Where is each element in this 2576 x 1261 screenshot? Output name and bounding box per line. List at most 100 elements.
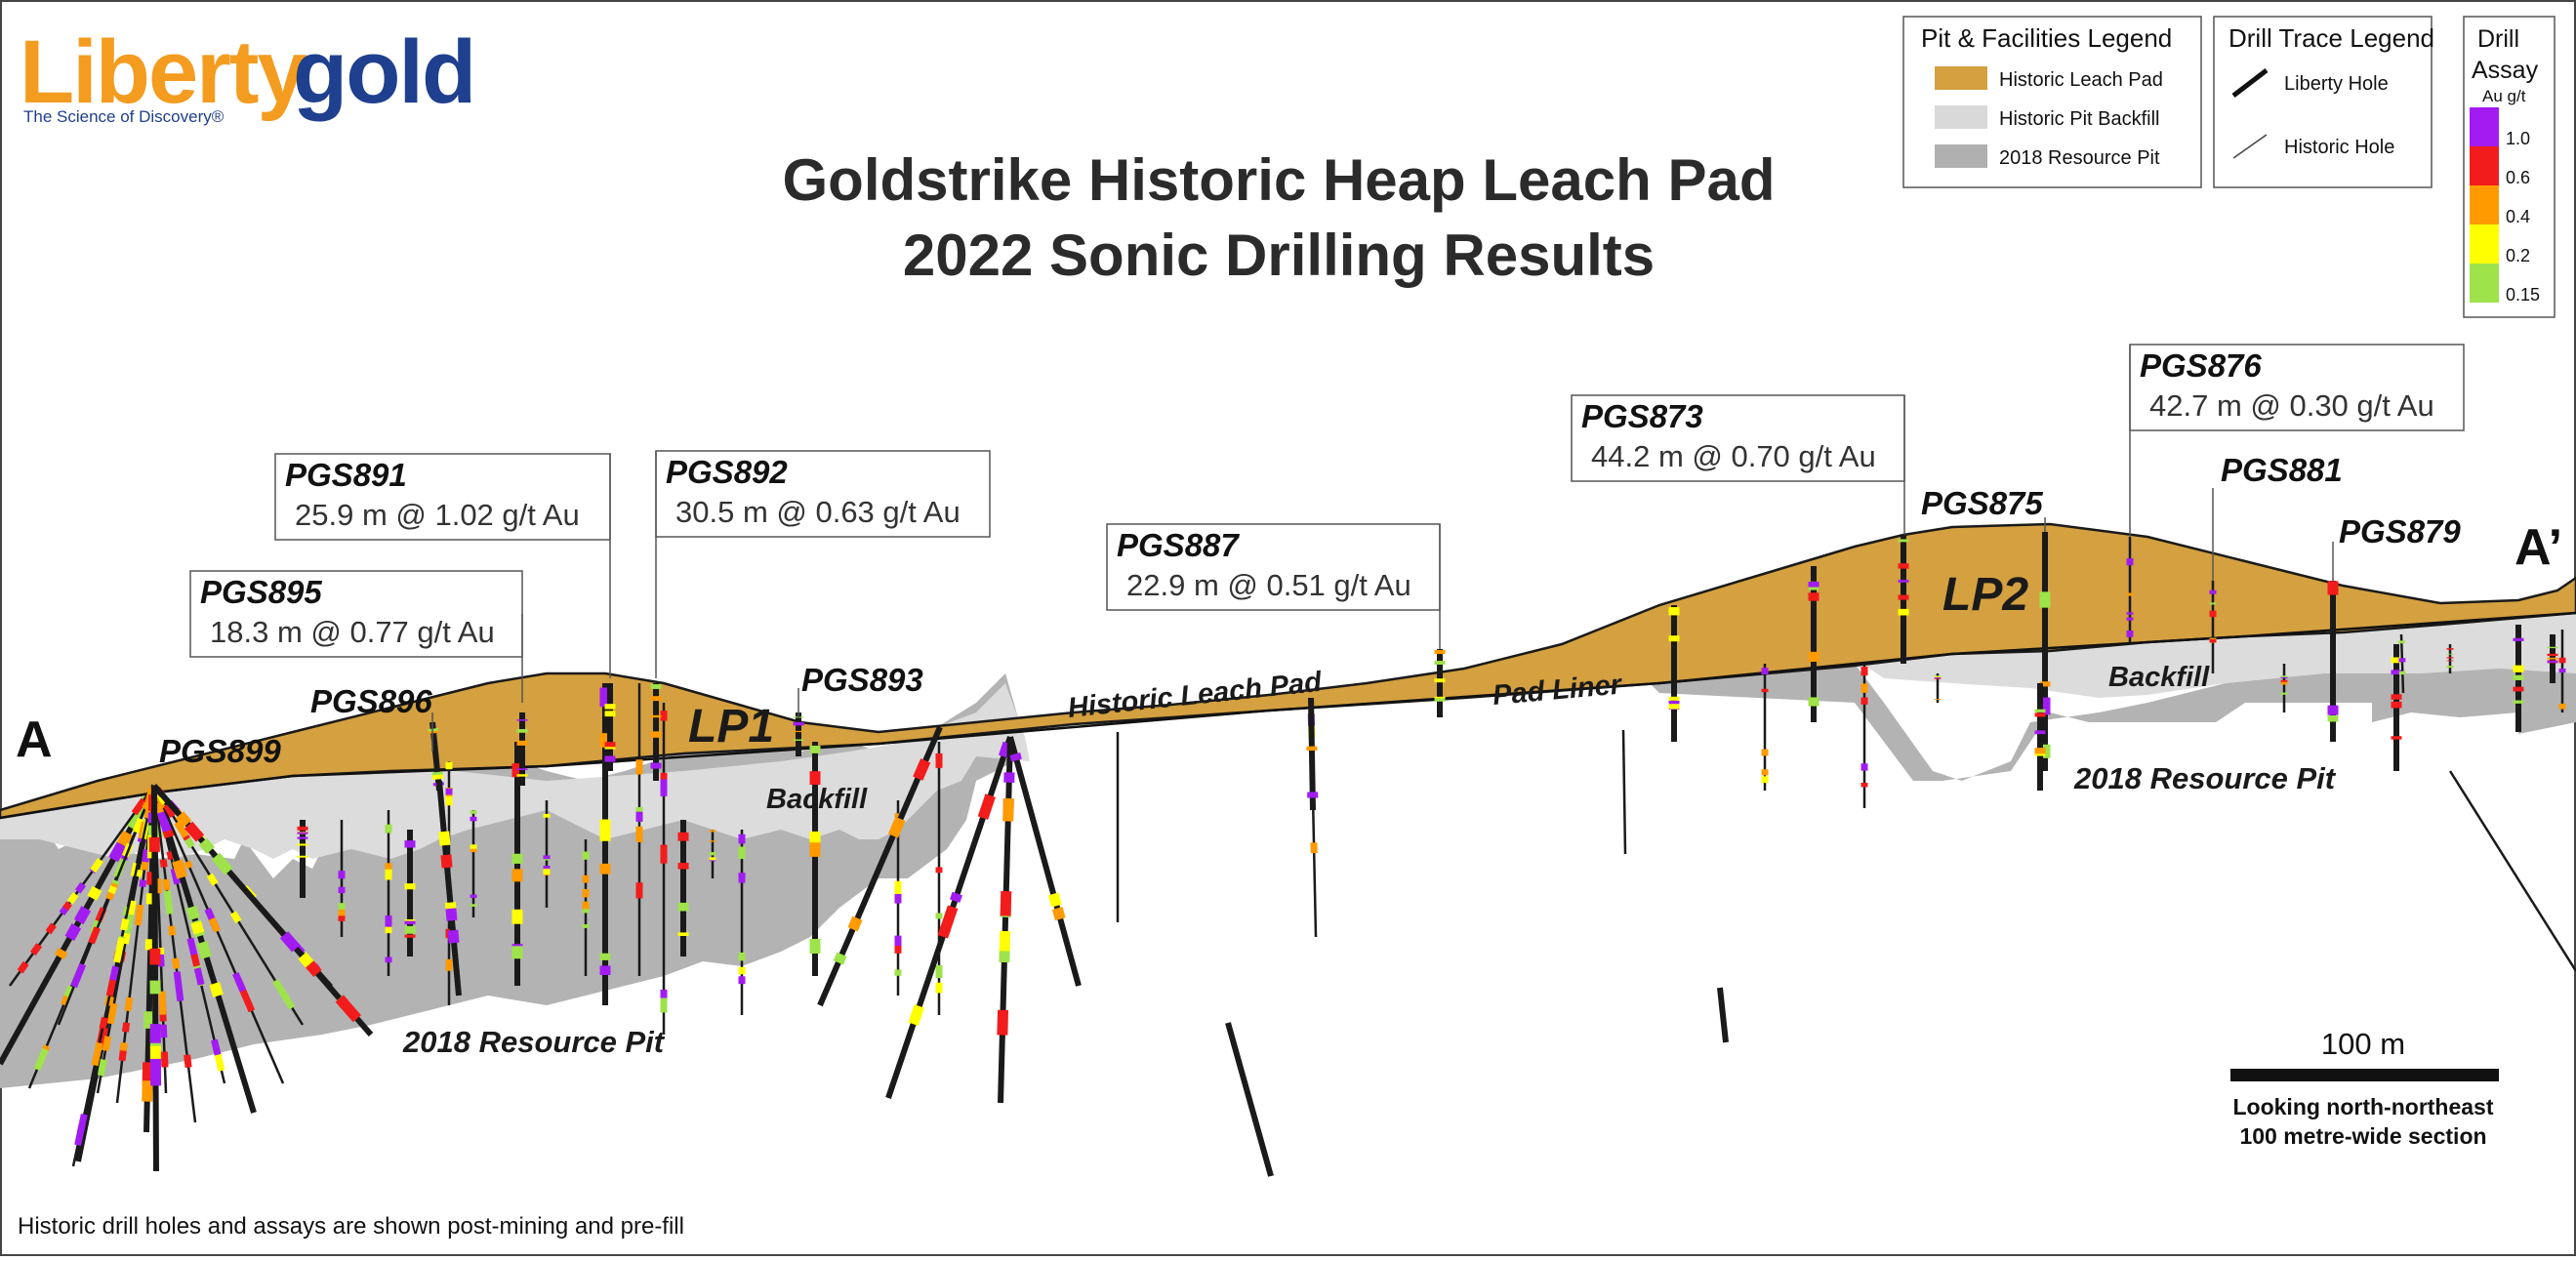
assay-interval	[450, 903, 451, 910]
assay-interval	[451, 909, 452, 920]
assay-interval	[914, 1006, 920, 1024]
hole-id-pgs891: PGS891	[285, 457, 407, 493]
label-resource-pit-left: 2018 Resource Pit	[402, 1025, 666, 1059]
assay-threshold-label: 0.6	[2506, 168, 2530, 187]
assay-interval	[176, 958, 177, 969]
assay-interval	[838, 955, 842, 963]
assay-interval	[138, 870, 139, 876]
assay-interval	[177, 972, 179, 988]
assay-interval	[105, 1037, 108, 1051]
logo-word-gold: gold	[293, 22, 474, 122]
assay-interval	[233, 913, 239, 921]
assay-interval	[60, 951, 63, 957]
assay-interval	[1005, 891, 1006, 915]
hole-id-pgs887: PGS887	[1117, 527, 1240, 563]
hole-id-pgs873: PGS873	[1581, 398, 1703, 434]
hole-id-pgs893: PGS893	[801, 662, 923, 698]
assay-threshold-label: 1.0	[2506, 129, 2530, 148]
assay-interval	[164, 1052, 165, 1068]
assay-interval	[79, 909, 87, 922]
assay-swatch	[2470, 185, 2499, 224]
assay-interval	[180, 815, 187, 824]
assay-interval	[113, 844, 121, 859]
assay-swatch	[2470, 224, 2499, 264]
assay-interval	[1008, 798, 1009, 822]
title-line-2: 2022 Sonic Drilling Results	[903, 223, 1655, 288]
assay-interval	[177, 861, 182, 877]
assay-interval	[110, 1003, 114, 1024]
hole-id-pgs892: PGS892	[666, 454, 788, 490]
hole-result-pgs873: 44.2 m @ 0.70 g/t Au	[1591, 439, 1876, 473]
assay-threshold-label: 0.15	[2506, 285, 2540, 305]
assay-swatch	[2470, 264, 2499, 303]
assay-interval	[145, 849, 147, 862]
hole-id-pgs895: PGS895	[200, 574, 322, 610]
assay-interval	[214, 1039, 218, 1054]
assay-interval	[158, 878, 159, 893]
assay-interval	[444, 832, 445, 845]
label-lp1: LP1	[688, 701, 774, 753]
assay-interval	[126, 1023, 127, 1032]
assay-interval	[217, 1052, 221, 1071]
scale-bar-label: 100 m	[2321, 1027, 2405, 1061]
assay-interval	[164, 819, 168, 831]
assay-interval	[179, 986, 181, 1000]
assay-interval	[1053, 894, 1056, 906]
liberty-gold-logo: Liberty gold The Science of Discovery®	[20, 22, 474, 126]
assay-interval	[81, 1115, 85, 1132]
scale-section-width: 100 metre-wide section	[2239, 1123, 2486, 1149]
hole-result-pgs887: 22.9 m @ 0.51 g/t Au	[1126, 568, 1411, 602]
assay-interval	[131, 901, 134, 915]
assay-interval	[309, 964, 317, 973]
assay-interval	[187, 839, 192, 847]
legend-pit-facilities: Pit & Facilities Legend Historic Leach P…	[1903, 17, 2201, 187]
assay-interval	[893, 819, 901, 836]
hole-id-pgs875: PGS875	[1921, 485, 2043, 521]
assay-interval	[123, 1042, 124, 1050]
assay-interval	[187, 862, 190, 868]
assay-interval	[853, 918, 858, 929]
assay-interval	[197, 968, 201, 985]
label-lp2: LP2	[1942, 569, 2028, 621]
section-start-marker: A	[16, 712, 53, 768]
assay-interval	[163, 860, 164, 868]
assay-interval	[122, 834, 128, 845]
legend-assay-title-1: Drill	[2477, 25, 2519, 53]
assay-threshold-label: 0.2	[2506, 246, 2530, 265]
hole-id-pgs896: PGS896	[310, 683, 432, 719]
assay-interval	[162, 995, 163, 1015]
assay-interval	[1002, 1010, 1003, 1036]
legend-label-backfill: Historic Pit Backfill	[1999, 108, 2159, 130]
hole-id-pgs881: PGS881	[2221, 452, 2343, 488]
assay-interval	[340, 998, 344, 1003]
assay-interval	[166, 879, 167, 890]
legend-drill-trace: Drill Trace Legend Liberty Hole Historic…	[2214, 17, 2434, 187]
assay-interval	[102, 1018, 104, 1029]
assay-interval	[74, 979, 77, 987]
assay-interval	[163, 1025, 164, 1037]
legend-assay-title-2: Assay	[2472, 57, 2539, 84]
assay-interval	[111, 886, 114, 892]
logo-tagline: The Science of Discovery®	[23, 107, 225, 126]
legend-swatch-leach-pad	[1935, 66, 1987, 90]
hole-id-pgs899: PGS899	[159, 733, 281, 769]
assay-interval	[983, 795, 991, 818]
assay-interval	[215, 984, 219, 997]
legend-pit-title: Pit & Facilities Legend	[1921, 23, 2172, 53]
assay-interval	[78, 884, 83, 891]
assay-interval	[124, 919, 126, 930]
assay-interval	[138, 905, 140, 925]
assay-interval	[194, 955, 197, 966]
label-backfill-left: Backfill	[766, 784, 868, 815]
assay-swatch	[2470, 107, 2499, 146]
legend-label-liberty-hole: Liberty Hole	[2284, 73, 2389, 95]
legend-swatch-backfill	[1935, 105, 1987, 129]
assay-interval	[202, 943, 207, 958]
label-resource-pit-right: 2018 Resource Pit	[2073, 761, 2337, 795]
scale-orientation: Looking north-northeast	[2232, 1094, 2493, 1119]
assay-interval	[128, 997, 130, 1011]
assay-interval	[170, 851, 172, 859]
assay-interval	[65, 903, 69, 908]
